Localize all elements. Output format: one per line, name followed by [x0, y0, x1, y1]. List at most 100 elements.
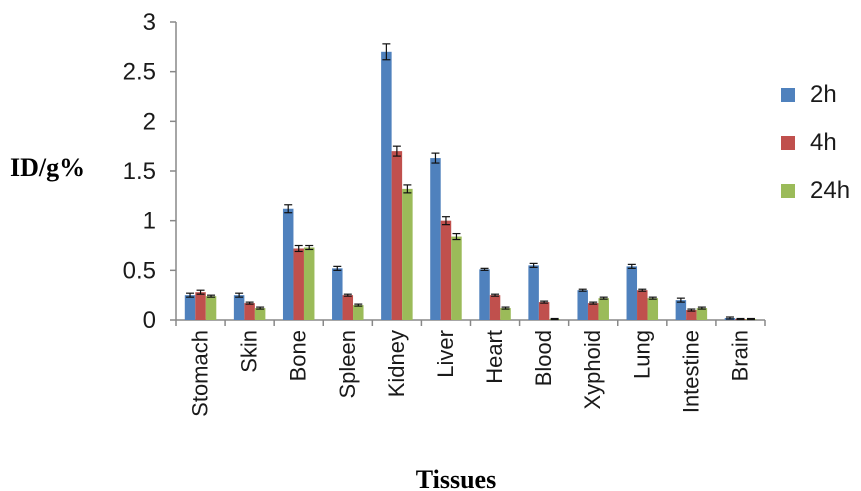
bar-4h-spleen — [342, 295, 354, 320]
error-bar-24h-liver — [452, 232, 461, 241]
error-bar-24h-bone — [305, 244, 314, 251]
error-bar-4h-blood — [540, 300, 549, 304]
error-bar-4h-spleen — [343, 293, 352, 297]
legend-swatch — [781, 184, 795, 198]
bar-4h-skin — [244, 303, 255, 320]
bar-4h-heart — [489, 295, 501, 320]
y-tick-label: 2 — [143, 108, 156, 135]
x-labels: Stomach Skin Bone Spleen Kidney Liver Heart Blo… — [188, 330, 753, 417]
y-tick-label: 2.5 — [123, 59, 156, 86]
error-bars — [186, 43, 755, 321]
y-tick-label: 0.5 — [123, 257, 156, 284]
x-category-label: Lung — [629, 330, 654, 379]
legend-item-24h: 24h — [781, 177, 850, 204]
x-category-label: Spleen — [335, 330, 360, 399]
bar-2h-lung — [626, 266, 638, 320]
error-bar-4h-heart — [491, 293, 500, 297]
error-bar-24h-intestine — [697, 306, 706, 310]
error-bar-4h-lung — [638, 288, 647, 292]
error-bar-4h-intestine — [687, 308, 696, 312]
bar-24h-lung — [647, 298, 659, 320]
error-bar-24h-xyphoid — [599, 296, 608, 300]
bar-2h-xyphoid — [577, 290, 588, 320]
bar-4h-liver — [440, 220, 452, 320]
error-bar-24h-stomach — [207, 294, 216, 298]
bar-2h-stomach — [184, 295, 196, 320]
bar-2h-kidney — [381, 51, 392, 321]
bar-24h-kidney — [402, 188, 413, 320]
bar-2h-heart — [479, 269, 490, 320]
bar-4h-intestine — [686, 310, 697, 320]
x-ticks — [175, 320, 766, 326]
error-bar-2h-skin — [235, 292, 244, 298]
legend-label: 4h — [810, 129, 837, 156]
error-bar-4h-stomach — [196, 289, 205, 295]
bar-2h-intestine — [675, 300, 687, 320]
bar-24h-stomach — [205, 296, 217, 320]
x-axis-title: Tissues — [416, 465, 496, 491]
x-category-label: Kidney — [384, 330, 409, 397]
legend: 2h 4h 24h — [781, 81, 850, 204]
error-bar-2h-xyphoid — [578, 288, 587, 292]
error-bar-24h-skin — [256, 306, 265, 310]
x-category-label: Stomach — [188, 330, 213, 417]
error-bar-24h-brain — [746, 317, 755, 321]
bar-2h-blood — [528, 265, 539, 320]
x-category-label: Intestine — [678, 330, 703, 413]
error-bar-24h-spleen — [354, 303, 363, 307]
y-tick-label: 1.5 — [123, 158, 156, 185]
plot-area — [175, 22, 765, 321]
bar-24h-xyphoid — [598, 298, 609, 320]
error-bar-2h-kidney — [382, 43, 391, 61]
y-tick-label: 0 — [143, 307, 156, 334]
bar-2h-bone — [282, 208, 294, 320]
error-bar-4h-brain — [736, 317, 745, 321]
error-bar-2h-heart — [480, 267, 489, 271]
bar-4h-bone — [293, 248, 304, 320]
bar-4h-blood — [538, 302, 550, 320]
error-bar-2h-bone — [284, 204, 293, 214]
bar-2h-spleen — [332, 268, 343, 320]
legend-label: 2h — [810, 81, 837, 108]
error-bar-4h-kidney — [392, 145, 401, 157]
y-ticks: 0 0.5 1 1.5 2 2.5 3 — [123, 9, 176, 334]
bar-24h-skin — [254, 308, 266, 320]
y-tick-label: 3 — [143, 9, 156, 36]
bar-24h-spleen — [353, 305, 364, 320]
x-category-label: Skin — [237, 330, 262, 373]
bar-24h-liver — [451, 236, 462, 320]
error-bar-24h-kidney — [403, 184, 412, 194]
y-axis-title: ID/g% — [10, 153, 85, 182]
bar-2h-skin — [233, 295, 245, 320]
error-bar-4h-skin — [245, 301, 254, 305]
error-bar-4h-bone — [294, 244, 303, 253]
y-tick-label: 1 — [143, 208, 156, 235]
bar-4h-stomach — [195, 292, 206, 320]
bar-4h-xyphoid — [587, 303, 599, 320]
x-category-label: Heart — [482, 330, 507, 384]
error-bar-2h-liver — [431, 152, 440, 164]
legend-item-4h: 4h — [781, 129, 837, 156]
error-bar-24h-heart — [501, 306, 510, 310]
legend-swatch — [781, 136, 795, 150]
bars — [184, 51, 757, 321]
legend-item-2h: 2h — [781, 81, 837, 108]
error-bar-2h-blood — [529, 262, 538, 268]
error-bar-2h-brain — [725, 316, 734, 320]
x-category-label: Blood — [531, 330, 556, 386]
error-bar-24h-blood — [550, 317, 559, 321]
x-category-label: Bone — [286, 330, 311, 381]
legend-label: 24h — [810, 177, 850, 204]
bar-24h-intestine — [696, 308, 708, 320]
bar-2h-liver — [430, 158, 441, 320]
error-bar-2h-lung — [627, 263, 636, 269]
error-bar-2h-intestine — [676, 297, 685, 303]
x-category-label: Xyphoid — [580, 330, 605, 410]
error-bar-4h-liver — [441, 216, 450, 226]
bar-4h-kidney — [391, 151, 403, 320]
bar-4h-lung — [637, 290, 648, 320]
x-category-label: Liver — [433, 330, 458, 378]
bar-24h-heart — [500, 308, 511, 320]
error-bar-2h-spleen — [333, 265, 342, 271]
